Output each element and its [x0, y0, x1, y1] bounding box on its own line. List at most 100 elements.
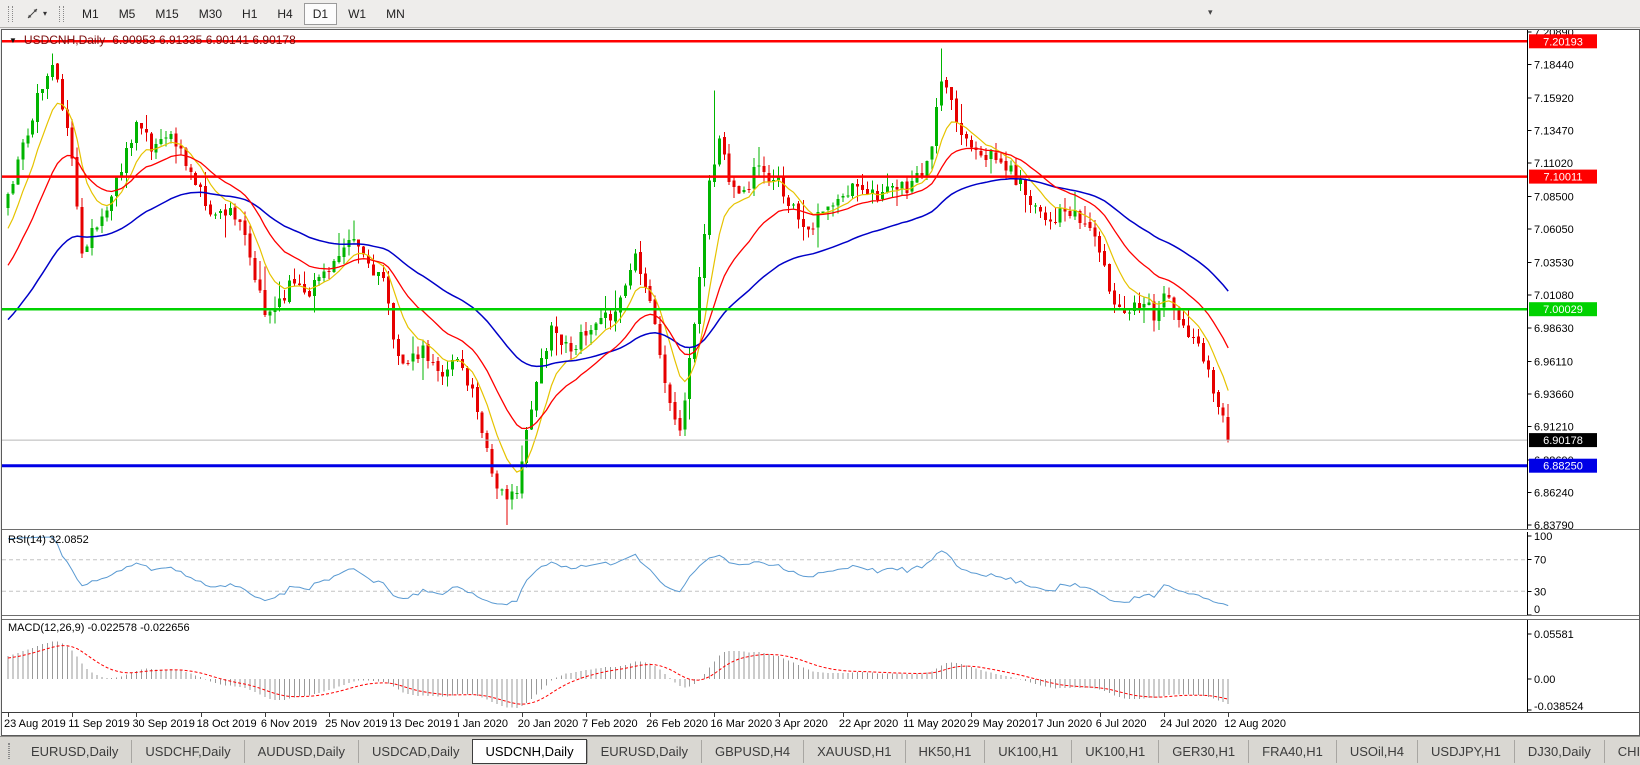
date-label: 12 Aug 2020	[1224, 718, 1286, 730]
chevron-down-icon: ▾	[43, 9, 48, 18]
panel-separator[interactable]	[2, 615, 1639, 620]
timeframe-toolbar: ▾ M1 M5 M15 M30 H1 H4 D1 W1 MN ▾	[0, 0, 1640, 28]
rsi-indicator-label: RSI(14) 32.0852	[8, 534, 89, 546]
crosshair-icon	[27, 8, 38, 19]
svg-text:7.13470: 7.13470	[1534, 126, 1574, 138]
date-tick	[521, 713, 523, 717]
svg-text:7.20193: 7.20193	[1543, 36, 1583, 48]
date-label: 11 Sep 2019	[68, 718, 130, 730]
ma-slow-line	[7, 177, 1229, 368]
timeframe-button-H1[interactable]: H1	[242, 6, 258, 21]
date-tick	[650, 713, 652, 717]
timeframe-button-M15[interactable]: M15	[155, 6, 179, 21]
toolbar-grip[interactable]	[59, 5, 65, 22]
chart-tab-EURUSD-Daily-5[interactable]: EURUSD,Daily	[586, 739, 701, 763]
timeframe-button-group: M1 M5 M15 M30 H1 H4 D1 W1 MN	[72, 2, 415, 25]
timeframe-button-D1[interactable]: D1	[303, 2, 338, 25]
date-tick	[393, 713, 395, 717]
macd-panel[interactable]: 0.05581 0.00 -0.038524	[2, 620, 1639, 712]
chart-tab-AUDUSD-Daily-2[interactable]: AUDUSD,Daily	[243, 739, 358, 763]
timeframe-button-M1[interactable]: M1	[82, 6, 99, 21]
date-tick	[907, 713, 909, 717]
chart-tab-bar: EURUSD,Daily USDCHF,Daily AUDUSD,Daily USDC…	[0, 736, 1640, 765]
date-tick	[136, 713, 138, 717]
chart-tab-DJ30-Daily-15[interactable]: DJ30,Daily	[1513, 739, 1604, 763]
date-label: 24 Jul 2020	[1159, 718, 1217, 730]
tab-bar-grip[interactable]	[8, 743, 10, 759]
timeframe-button-MN[interactable]: MN	[386, 6, 405, 21]
macd-axis[interactable]: 0.05581 0.00 -0.038524	[1527, 620, 1584, 712]
timeframe-button-W1[interactable]: W1	[348, 6, 367, 21]
date-label: 23 Aug 2019	[4, 718, 66, 730]
toolbar-overflow-icon[interactable]: ▾	[1208, 7, 1213, 17]
chart-tab-USDJPY-H1-14[interactable]: USDJPY,H1	[1417, 739, 1514, 763]
chart-tab-HK50-H1-8[interactable]: HK50,H1	[904, 739, 985, 763]
rsi-axis[interactable]: 100 70 30 0	[1527, 532, 1553, 616]
date-label: 17 Jun 2020	[1031, 718, 1093, 730]
collapse-icon[interactable]: ▼	[9, 35, 17, 45]
svg-text:7.11020: 7.11020	[1534, 158, 1573, 170]
date-label: 30 Sep 2019	[132, 718, 195, 730]
svg-text:7.03530: 7.03530	[1534, 258, 1574, 270]
macd-histogram	[7, 641, 1229, 708]
chart-tab-GBPUSD-H4-6[interactable]: GBPUSD,H4	[700, 739, 803, 763]
date-tick	[842, 713, 844, 717]
svg-text:7.15920: 7.15920	[1534, 93, 1574, 105]
svg-text:6.91210: 6.91210	[1534, 421, 1574, 433]
toolbar-grip[interactable]	[8, 5, 13, 22]
date-label: 20 Jan 2020	[517, 718, 579, 730]
price-level-label: 7.00029	[1529, 302, 1597, 317]
date-axis[interactable]: 23 Aug 2019 11 Sep 2019 30 Sep 2019 18 Oct …	[2, 712, 1639, 734]
chart-tab-USOil-H4-13[interactable]: USOil,H4	[1335, 739, 1417, 763]
date-tick	[585, 713, 587, 717]
rsi-panel[interactable]: 100 70 30 0	[2, 532, 1639, 616]
date-tick	[1163, 713, 1165, 717]
price-level-label: 7.10011	[1529, 169, 1597, 184]
svg-text:0.00: 0.00	[1534, 674, 1555, 686]
svg-text:7.10011: 7.10011	[1544, 172, 1583, 184]
chart-tab-USDCHF-Daily-1[interactable]: USDCHF,Daily	[131, 739, 243, 763]
price-level-label: 7.20193	[1529, 34, 1597, 49]
date-label: 25 Nov 2019	[325, 718, 388, 730]
date-label: 7 Feb 2020	[581, 718, 638, 730]
svg-text:6.93660: 6.93660	[1534, 389, 1574, 401]
date-label: 16 Mar 2020	[710, 718, 773, 730]
candlestick-series	[6, 48, 1230, 525]
chart-tab-EURUSD-Daily-0[interactable]: EURUSD,Daily	[31, 743, 119, 759]
chart-title: ▼ USDCNH,Daily 6.90953 6.91335 6.90141 6…	[9, 33, 296, 47]
svg-text:7.08500: 7.08500	[1534, 192, 1574, 204]
rsi-line	[7, 536, 1229, 607]
chart-tabs: EURUSD,Daily USDCHF,Daily AUDUSD,Daily USDC…	[18, 738, 1640, 764]
timeframe-button-M30[interactable]: M30	[198, 6, 223, 21]
svg-text:7.18440: 7.18440	[1534, 60, 1574, 72]
chart-tab-CHINA300-H1-16[interactable]: CHINA300,H1	[1603, 739, 1640, 763]
chart-tab-USDCNH-Daily-4[interactable]: USDCNH,Daily	[472, 738, 587, 764]
date-tick	[264, 713, 266, 717]
date-tick	[714, 713, 716, 717]
svg-text:6.83790: 6.83790	[1534, 520, 1574, 529]
chart-tab-USDCAD-Daily-3[interactable]: USDCAD,Daily	[358, 739, 472, 763]
price-axis[interactable]: 7.208907.184407.159207.134707.110207.085…	[1527, 30, 1574, 529]
svg-text:6.98630: 6.98630	[1534, 323, 1574, 335]
date-tick	[72, 713, 74, 717]
current-price-label: 6.90178	[1529, 433, 1597, 448]
timeframe-button-H4[interactable]: H4	[277, 6, 293, 21]
chart-symbol-period: USDCNH,Daily	[23, 33, 106, 47]
crosshair-tool-button[interactable]: ▾	[21, 4, 51, 23]
date-tick	[971, 713, 973, 717]
chart-tab-UK100-H1-10[interactable]: UK100,H1	[1071, 739, 1158, 763]
main-chart[interactable]: 7.208907.184407.159207.134707.110207.085…	[2, 30, 1639, 529]
date-label: 18 Oct 2019	[196, 718, 257, 730]
chart-tab-UK100-H1-9[interactable]: UK100,H1	[984, 739, 1071, 763]
date-tick	[329, 713, 331, 717]
svg-text:7.00029: 7.00029	[1543, 304, 1583, 316]
chart-tab-GER30-H1-11[interactable]: GER30,H1	[1158, 739, 1248, 763]
svg-text:-0.038524: -0.038524	[1534, 701, 1584, 712]
chart-tab-XAUUSD-H1-7[interactable]: XAUUSD,H1	[803, 739, 904, 763]
svg-text:6.90178: 6.90178	[1543, 435, 1583, 447]
timeframe-button-M5[interactable]: M5	[118, 6, 136, 21]
ma-fast-line	[7, 102, 1229, 473]
chart-tab-FRA40-H1-12[interactable]: FRA40,H1	[1248, 739, 1336, 763]
date-label: 1 Jan 2020	[453, 718, 508, 730]
